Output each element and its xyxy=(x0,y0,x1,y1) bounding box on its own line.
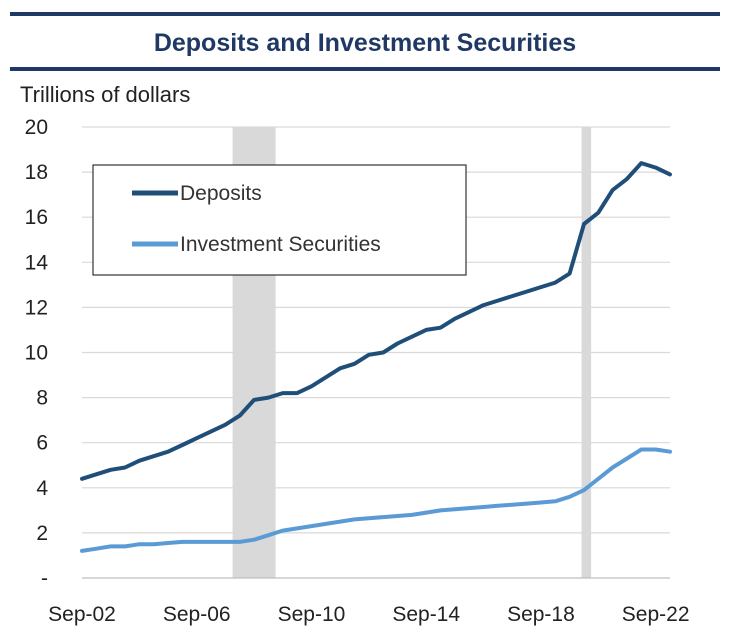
series-line-deposits xyxy=(80,161,672,481)
x-tick-label: Sep-06 xyxy=(163,603,231,626)
title-rule-top xyxy=(10,12,720,16)
legend-box xyxy=(92,164,467,276)
series-lines xyxy=(80,161,672,553)
x-tick-label: Sep-18 xyxy=(507,603,575,626)
x-tick-label: Sep-10 xyxy=(278,603,346,626)
y-tick-label: 16 xyxy=(25,206,48,229)
legend-label-deposits: Deposits xyxy=(180,182,262,205)
y-tick-label: - xyxy=(41,567,48,590)
y-tick-label: 8 xyxy=(36,387,48,410)
y-tick-label: 18 xyxy=(25,161,48,184)
chart-title: Deposits and Investment Securities xyxy=(153,29,577,57)
y-tick-label: 6 xyxy=(36,432,48,455)
y-tick-label: 12 xyxy=(25,296,48,319)
legend: Deposits Investment Securities xyxy=(92,164,467,276)
x-tick-label: Sep-14 xyxy=(392,603,460,626)
series-line-investment-securities xyxy=(80,447,672,553)
y-axis-ticks: - 2 4 6 8 10 12 14 16 18 20 xyxy=(25,116,49,590)
y-tick-label: 2 xyxy=(36,522,48,545)
y-tick-label: 20 xyxy=(25,116,48,139)
y-tick-label: 4 xyxy=(36,477,48,500)
title-rule-bottom xyxy=(10,67,720,71)
x-axis-ticks: Sep-02 Sep-06 Sep-10 Sep-14 Sep-18 Sep-22 xyxy=(48,603,689,626)
x-tick-label: Sep-02 xyxy=(48,603,116,626)
y-axis-unit-label: Trillions of dollars xyxy=(20,82,191,107)
y-tick-label: 14 xyxy=(25,251,49,274)
y-tick-label: 10 xyxy=(25,342,48,365)
legend-label-investment-securities: Investment Securities xyxy=(180,233,381,256)
x-tick-label: Sep-22 xyxy=(622,603,690,626)
